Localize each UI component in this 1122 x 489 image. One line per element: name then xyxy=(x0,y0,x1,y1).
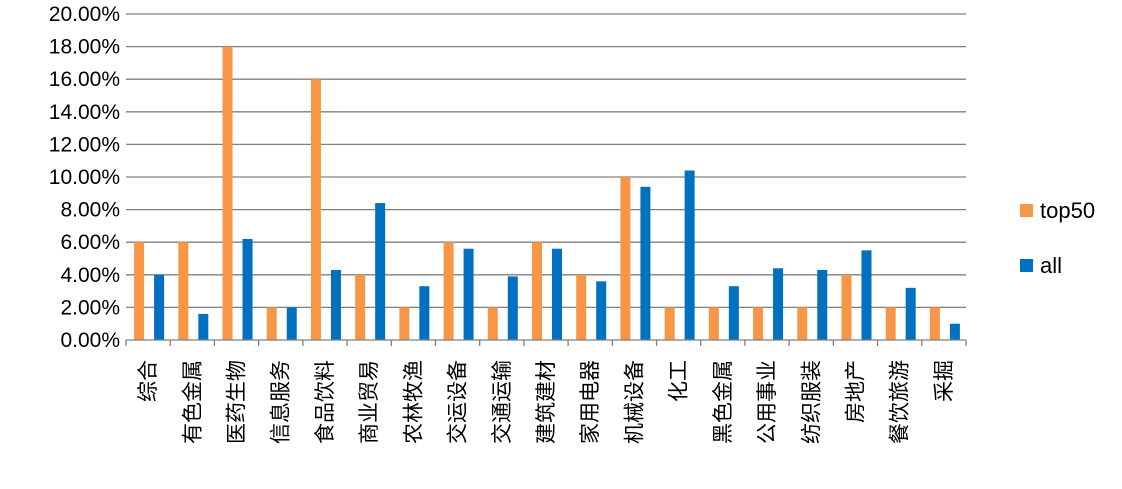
x-category-label: 采掘 xyxy=(932,360,956,402)
x-category-label: 房地产 xyxy=(843,360,867,423)
bar-all xyxy=(507,276,518,340)
x-category-label: 有色金属 xyxy=(180,360,204,444)
bar-all xyxy=(949,323,960,340)
legend-item-top50: top50 xyxy=(1020,198,1095,223)
x-category-label: 食品饮料 xyxy=(313,360,337,444)
y-tick-label: 14.00% xyxy=(49,101,120,124)
y-tick-label: 6.00% xyxy=(60,231,120,254)
x-category-label: 医药生物 xyxy=(225,360,249,444)
y-tick-label: 20.00% xyxy=(49,3,120,26)
x-category-label: 交通运输 xyxy=(490,360,514,444)
x-category-label: 纺织服装 xyxy=(799,360,823,444)
bar-all xyxy=(861,250,872,340)
bar-top50 xyxy=(664,307,675,340)
bar-top50 xyxy=(487,307,498,340)
bar-all xyxy=(463,248,474,340)
bar-top50 xyxy=(443,242,454,340)
bar-all xyxy=(640,186,651,340)
y-tick-label: 2.00% xyxy=(60,296,120,319)
bar-top50 xyxy=(620,177,631,340)
x-axis xyxy=(125,339,967,346)
x-category-label: 建筑建材 xyxy=(534,360,558,444)
bar-top50 xyxy=(222,46,233,340)
bar-top50 xyxy=(355,274,366,340)
y-axis-tick-labels: 0.00% 2.00% 4.00% 6.00% 8.00% 10.00% 12.00% 14.… xyxy=(49,3,120,352)
y-tick-label: 18.00% xyxy=(49,36,120,59)
bar-all xyxy=(817,269,828,340)
x-category-label: 化工 xyxy=(667,360,691,402)
y-tick-label: 8.00% xyxy=(60,199,120,222)
x-category-label: 农林牧渔 xyxy=(401,360,425,444)
legend-label: top50 xyxy=(1040,198,1095,223)
x-category-label: 机械设备 xyxy=(622,360,646,444)
bar-all xyxy=(419,286,430,340)
bar-all xyxy=(728,286,739,340)
y-tick-label: 4.00% xyxy=(60,264,120,287)
bar-top50 xyxy=(178,242,189,340)
x-category-label: 商业贸易 xyxy=(357,360,381,444)
y-tick-label: 12.00% xyxy=(49,133,120,156)
y-tick-label: 16.00% xyxy=(49,68,120,91)
bar-top50 xyxy=(753,307,764,340)
x-category-label: 家用电器 xyxy=(578,360,602,444)
x-category-label: 黑色金属 xyxy=(711,360,735,444)
x-category-label: 公用事业 xyxy=(755,360,779,444)
bar-top50 xyxy=(532,242,542,340)
bar-top50 xyxy=(708,307,719,340)
x-category-label: 综合 xyxy=(136,360,160,402)
y-tick-label: 10.00% xyxy=(49,166,120,189)
bar-top50 xyxy=(885,307,896,340)
bar-all xyxy=(596,281,607,340)
bar-top50 xyxy=(310,79,321,340)
x-category-label: 交运设备 xyxy=(446,360,470,444)
bar-all xyxy=(286,307,297,340)
bar-all xyxy=(375,203,386,340)
bar-all xyxy=(905,287,916,340)
x-category-label: 餐饮旅游 xyxy=(888,360,912,444)
x-axis-category-labels: 综合 有色金属 医药生物 信息服务 食品饮料 商业贸易 农林牧渔 交运设备 交通运输 建筑建材 家用… xyxy=(136,360,956,444)
legend: top50 all xyxy=(1020,198,1095,278)
bar-all xyxy=(330,269,341,340)
bar-all xyxy=(154,274,165,340)
legend-swatch xyxy=(1020,259,1033,272)
bars xyxy=(134,46,960,340)
bar-top50 xyxy=(841,274,852,340)
bar-all xyxy=(552,248,562,340)
bar-all xyxy=(773,268,784,340)
legend-item-all: all xyxy=(1020,253,1062,278)
y-tick-label: 0.00% xyxy=(60,329,120,352)
bar-top50 xyxy=(576,274,587,340)
bar-all xyxy=(684,170,695,340)
legend-swatch xyxy=(1020,204,1033,217)
bar-top50 xyxy=(134,242,145,340)
bar-top50 xyxy=(797,307,808,340)
bar-all xyxy=(242,238,253,340)
bar-all xyxy=(198,313,209,340)
bar-top50 xyxy=(266,307,277,340)
x-category-label: 信息服务 xyxy=(269,360,293,444)
bar-top50 xyxy=(399,307,410,340)
legend-label: all xyxy=(1040,253,1062,278)
bar-top50 xyxy=(929,307,940,340)
gridlines xyxy=(126,13,966,309)
